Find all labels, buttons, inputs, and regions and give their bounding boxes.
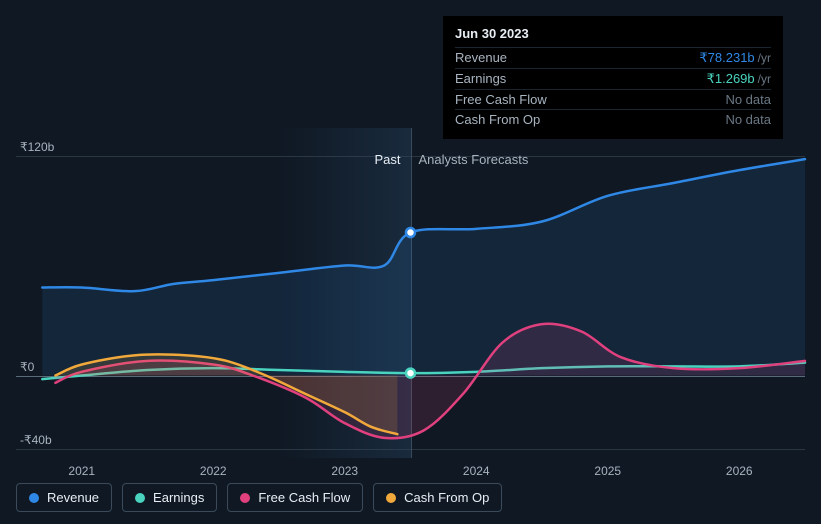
legend-label: Cash From Op bbox=[404, 490, 489, 505]
legend-label: Revenue bbox=[47, 490, 99, 505]
tooltip-row-label: Earnings bbox=[455, 71, 506, 87]
tooltip-row: Revenue ₹78.231b/yr bbox=[455, 47, 771, 68]
tooltip-row-value: No data bbox=[725, 92, 771, 107]
legend-dot-icon bbox=[386, 493, 396, 503]
plot-area: ₹120b₹0-₹40bPastAnalysts Forecasts202120… bbox=[16, 128, 805, 458]
x-axis-label: 2022 bbox=[200, 464, 227, 478]
tooltip-row-label: Cash From Op bbox=[455, 112, 540, 127]
x-axis-label: 2026 bbox=[726, 464, 753, 478]
x-axis-label: 2024 bbox=[463, 464, 490, 478]
tooltip-row-value: ₹1.269b/yr bbox=[707, 71, 771, 87]
x-axis-label: 2021 bbox=[68, 464, 95, 478]
marker-dot bbox=[406, 228, 415, 237]
x-axis-label: 2023 bbox=[331, 464, 358, 478]
tooltip-row: Cash From Op No data bbox=[455, 109, 771, 129]
legend-item-fcf[interactable]: Free Cash Flow bbox=[227, 483, 363, 512]
tooltip-row-value: ₹78.231b/yr bbox=[699, 50, 771, 66]
legend-label: Earnings bbox=[153, 490, 204, 505]
legend-label: Free Cash Flow bbox=[258, 490, 350, 505]
tooltip-row-label: Free Cash Flow bbox=[455, 92, 547, 107]
legend-item-earnings[interactable]: Earnings bbox=[122, 483, 217, 512]
tooltip-date: Jun 30 2023 bbox=[455, 26, 771, 41]
tooltip-row: Free Cash Flow No data bbox=[455, 89, 771, 109]
series-area-revenue bbox=[42, 159, 805, 375]
legend-dot-icon bbox=[135, 493, 145, 503]
hover-tooltip: Jun 30 2023 Revenue ₹78.231b/yr Earnings ₹1… bbox=[443, 16, 783, 139]
chart-legend: Revenue Earnings Free Cash Flow Cash From O… bbox=[16, 483, 502, 512]
legend-item-revenue[interactable]: Revenue bbox=[16, 483, 112, 512]
legend-dot-icon bbox=[29, 493, 39, 503]
tooltip-row: Earnings ₹1.269b/yr bbox=[455, 68, 771, 89]
tooltip-row-label: Revenue bbox=[455, 50, 507, 66]
chart-svg bbox=[16, 128, 805, 458]
legend-dot-icon bbox=[240, 493, 250, 503]
tooltip-row-value: No data bbox=[725, 112, 771, 127]
x-axis-label: 2025 bbox=[594, 464, 621, 478]
tooltip-rows: Revenue ₹78.231b/yr Earnings ₹1.269b/yr Free… bbox=[455, 47, 771, 129]
marker-dot bbox=[406, 369, 415, 378]
legend-item-cfo[interactable]: Cash From Op bbox=[373, 483, 502, 512]
